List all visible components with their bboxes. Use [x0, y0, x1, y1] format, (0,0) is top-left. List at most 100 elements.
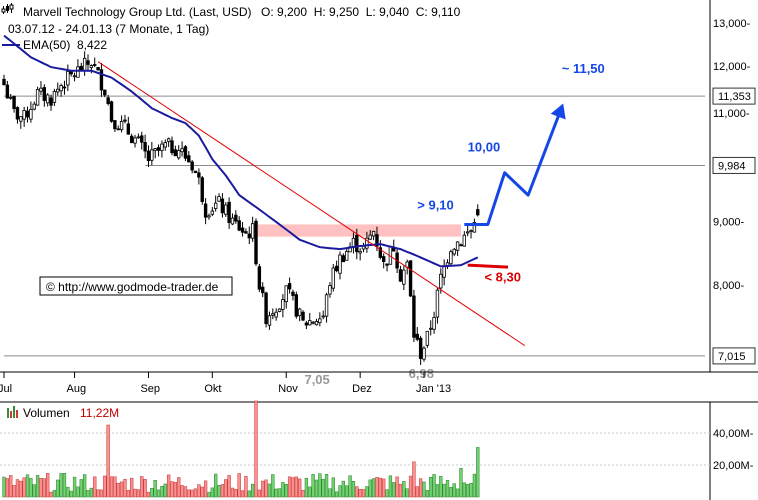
volume-bar [247, 490, 251, 498]
volume-bar [334, 491, 339, 498]
volume-bar [348, 475, 352, 498]
candle-body [358, 251, 362, 254]
volume-bar [39, 478, 43, 498]
trendline [97, 61, 526, 347]
candle-body [190, 161, 194, 171]
candle-body [469, 230, 473, 232]
volume-bar [240, 490, 245, 498]
candle-body [301, 311, 305, 321]
volume-bar [324, 474, 329, 498]
candles [2, 51, 480, 365]
volume-bar [345, 485, 349, 498]
annotation-label: 10,00 [468, 139, 501, 154]
candle-body [200, 177, 204, 202]
candle-body [56, 88, 60, 93]
month-label: Dez [352, 383, 372, 395]
volume-bar [318, 473, 322, 498]
volume-bar [338, 485, 342, 498]
candle-body [140, 135, 144, 143]
candle-body [213, 202, 218, 209]
volume-bar [12, 485, 16, 498]
volume-bar [166, 474, 171, 498]
candle-body [415, 333, 419, 340]
volume-bar [183, 486, 188, 498]
candle-body [345, 251, 349, 261]
volume-bar [294, 476, 298, 498]
candle-body [129, 135, 134, 144]
volume-bar [378, 477, 382, 498]
candle-body [264, 292, 268, 324]
volume-bar [358, 488, 362, 498]
volume-value: 11,22M [80, 406, 119, 420]
candle-body [126, 123, 131, 135]
candle-body [25, 110, 30, 118]
volume-bar [66, 486, 70, 498]
volume-bar [308, 486, 312, 498]
volume-bar [304, 477, 309, 498]
volume-bar [425, 490, 430, 498]
candle-body [197, 172, 201, 178]
volume-bar [42, 478, 46, 498]
candle-body [435, 289, 440, 318]
candle-body [180, 148, 184, 153]
candle-body [96, 67, 100, 71]
volume-bar [250, 483, 255, 498]
volume-bar [200, 486, 204, 498]
volume-bar [355, 486, 359, 498]
volume-bar [462, 482, 466, 498]
candle-body [109, 101, 114, 122]
month-label: Okt [204, 383, 221, 395]
volume-bar [143, 479, 147, 498]
time-axis: Jul Aug Sep Okt Nov Dez Jan '13 [0, 371, 758, 403]
candle-body [86, 60, 90, 65]
candle-body [133, 137, 137, 144]
projection-path [464, 106, 564, 226]
candle-body [166, 138, 171, 142]
candle-body [76, 66, 80, 78]
candle-body [143, 142, 147, 152]
candle-body [455, 241, 460, 251]
candle-body [254, 220, 258, 265]
volume-bar [314, 479, 319, 498]
volume-bar [435, 484, 440, 498]
volume-bar [150, 488, 154, 498]
volume-bar [274, 488, 278, 498]
candle-body [398, 269, 403, 282]
volume-bar [298, 478, 302, 498]
volume-bar [287, 476, 292, 498]
volume-bar [49, 491, 53, 498]
period-text: 03.07.12 - 24.01.13 (7 Monate, 1 Tag) [8, 22, 209, 36]
volume-bar [277, 488, 282, 498]
volume-bar [193, 488, 198, 498]
volume-bar [254, 400, 258, 498]
candle-body [29, 109, 33, 120]
volume-bar [224, 479, 228, 498]
candle-body [402, 269, 406, 285]
candle-body [291, 291, 295, 296]
volume-bar [76, 486, 80, 498]
candle-body [331, 267, 335, 289]
candle-body [62, 86, 67, 89]
volume-bar [267, 483, 272, 498]
volume-bar [264, 479, 268, 498]
candle-body [277, 308, 282, 312]
volume-bar [123, 478, 127, 498]
candle-body [89, 65, 94, 68]
candle-body [271, 313, 275, 316]
volume-bar [227, 475, 231, 498]
volume-bar [2, 476, 6, 498]
candle-body [240, 227, 245, 233]
candle-body [93, 64, 97, 66]
volume-tick-label: 40,00M- [713, 428, 754, 440]
candle-body [82, 57, 87, 72]
watermark-text: © http://www.godmode-trader.de [46, 280, 219, 294]
ema-legend-value: 8,422 [77, 38, 107, 52]
volume-bar [230, 487, 235, 498]
candle-body [227, 201, 231, 223]
candle-body [217, 196, 221, 202]
candle-body [153, 148, 157, 151]
candle-body [170, 140, 174, 154]
volume-bar [449, 487, 453, 498]
candle-body [224, 204, 228, 215]
volume-bar [234, 489, 238, 498]
